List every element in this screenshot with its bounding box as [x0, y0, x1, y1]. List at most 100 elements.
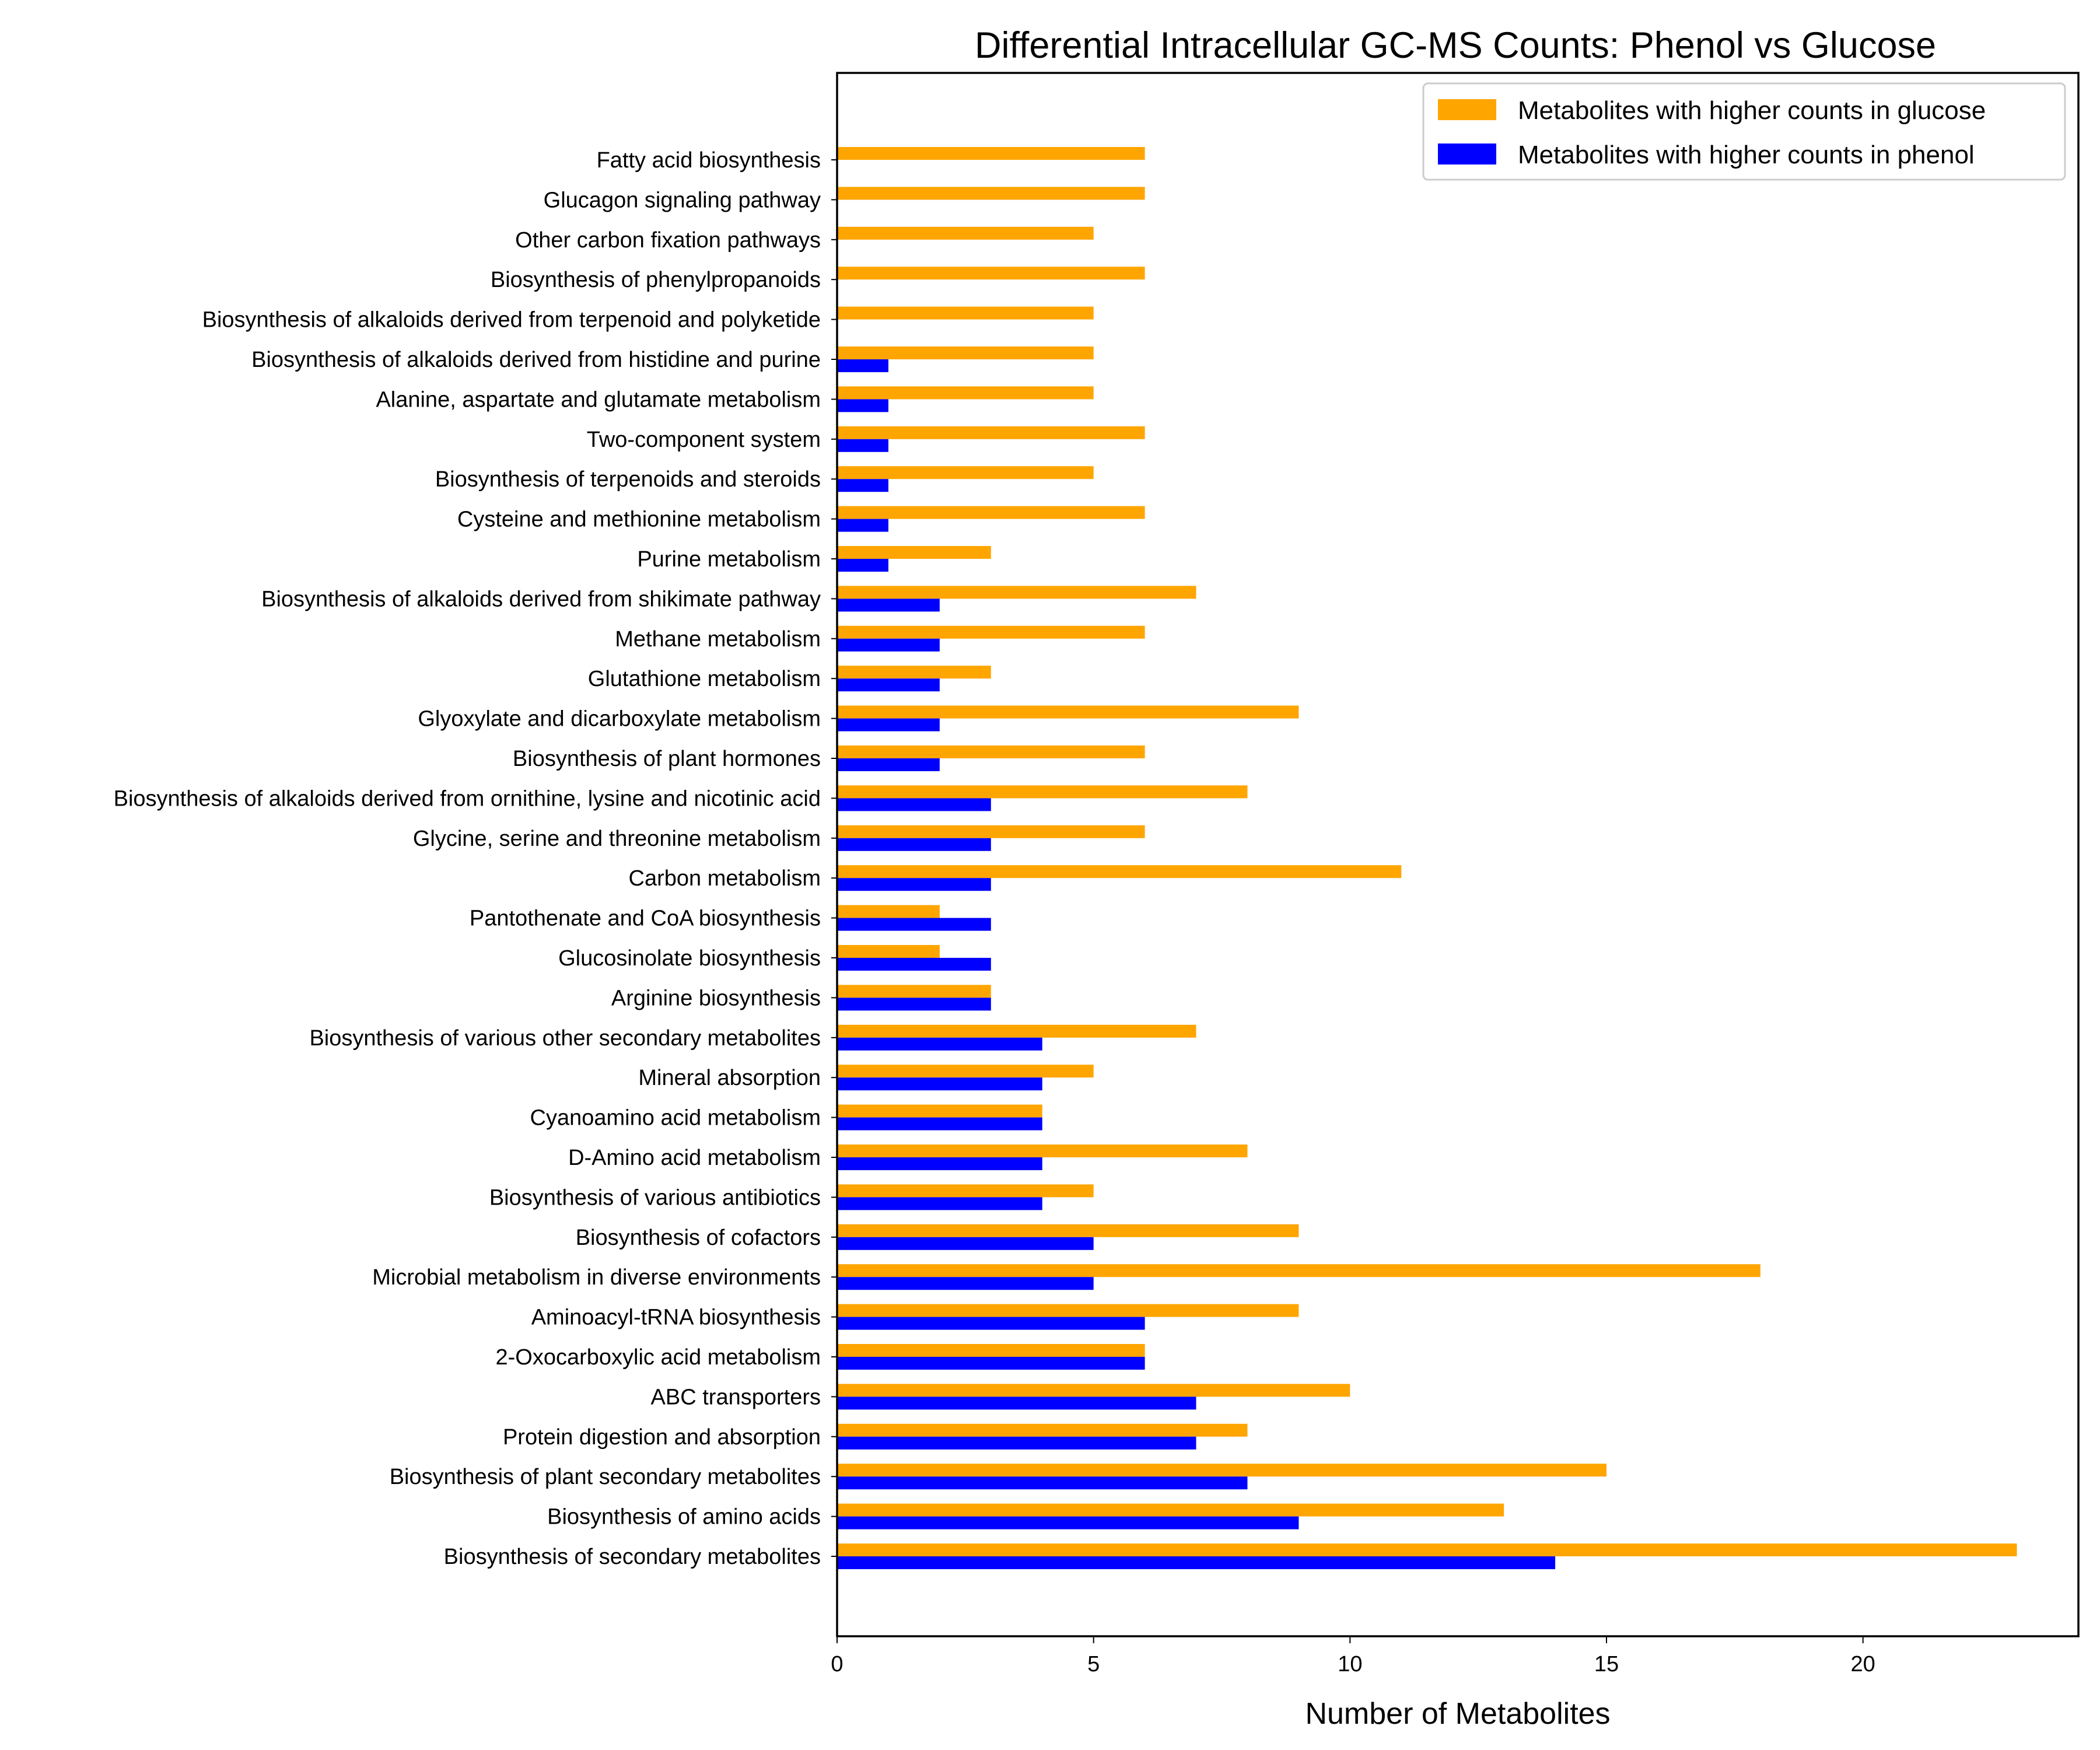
bar-glucose-7	[837, 426, 1145, 439]
bar-glucose-21	[837, 985, 991, 998]
bar-glucose-25	[837, 1144, 1248, 1157]
y-tick-label: Biosynthesis of alkaloids derived from t…	[202, 308, 821, 332]
bar-phenol-18	[837, 878, 991, 891]
bar-glucose-4	[837, 306, 1094, 320]
bar-phenol-34	[837, 1516, 1299, 1530]
bar-phenol-16	[837, 798, 991, 811]
bar-glucose-10	[837, 546, 991, 559]
y-tick-label: Aminoacyl-tRNA biosynthesis	[531, 1306, 821, 1330]
bar-glucose-23	[837, 1065, 1094, 1078]
x-axis-ticks: 0 5 10 15 20	[831, 1636, 1875, 1676]
bar-phenol-23	[837, 1077, 1042, 1091]
bar-glucose-18	[837, 865, 1402, 878]
bar-phenol-22	[837, 1037, 1042, 1051]
x-tick-label: 10	[1338, 1652, 1362, 1676]
y-tick-label: Cyanoamino acid metabolism	[530, 1106, 821, 1130]
y-tick-label: Glucagon signaling pathway	[544, 188, 821, 212]
bars-group	[837, 147, 2017, 1569]
bar-glucose-0	[837, 147, 1145, 160]
bar-glucose-8	[837, 466, 1094, 480]
y-tick-label: Other carbon fixation pathways	[515, 228, 821, 253]
bar-glucose-35	[837, 1544, 2017, 1556]
bar-phenol-5	[837, 359, 888, 372]
y-tick-label: Carbon metabolism	[629, 866, 821, 891]
bar-glucose-19	[837, 905, 940, 918]
y-tick-label: Microbial metabolism in diverse environm…	[372, 1265, 821, 1290]
y-tick-label: Biosynthesis of terpenoids and steroids	[435, 467, 821, 492]
x-tick-label: 0	[831, 1652, 843, 1676]
legend-label-phenol: Metabolites with higher counts in phenol	[1518, 141, 1975, 169]
legend: Metabolites with higher counts in glucos…	[1422, 82, 2066, 181]
bar-phenol-35	[837, 1556, 1556, 1569]
x-tick-label: 20	[1851, 1652, 1875, 1676]
x-tick-label: 15	[1594, 1652, 1619, 1676]
y-tick-label: Glycine, serine and threonine metabolism	[413, 827, 821, 851]
y-tick-label: Glyoxylate and dicarboxylate metabolism	[418, 707, 821, 732]
bar-glucose-33	[837, 1464, 1607, 1477]
y-tick-label: Biosynthesis of various other secondary …	[309, 1026, 821, 1051]
bar-phenol-14	[837, 718, 940, 732]
bar-phenol-13	[837, 678, 940, 692]
y-tick-label: Mineral absorption	[638, 1066, 821, 1090]
bar-phenol-19	[837, 918, 991, 931]
plot-frame	[836, 72, 2080, 1637]
bar-glucose-16	[837, 785, 1248, 799]
bar-glucose-2	[837, 226, 1094, 240]
bar-glucose-31	[837, 1384, 1350, 1397]
y-axis-ticks: Fatty acid biosynthesis Glucagon signalin…	[114, 148, 837, 1569]
bar-phenol-33	[837, 1476, 1248, 1490]
bar-glucose-29	[837, 1304, 1299, 1317]
bar-glucose-6	[837, 386, 1094, 400]
bar-glucose-12	[837, 625, 1145, 639]
bar-glucose-5	[837, 346, 1094, 359]
y-tick-label: Biosynthesis of phenylpropanoids	[491, 268, 821, 292]
y-tick-label: Glutathione metabolism	[588, 667, 821, 691]
y-tick-label: Two-component system	[587, 428, 821, 452]
y-tick-label: Pantothenate and CoA biosynthesis	[470, 907, 821, 931]
legend-box	[1422, 82, 2066, 181]
y-tick-label: Biosynthesis of various antibiotics	[489, 1185, 821, 1210]
bar-phenol-31	[837, 1396, 1196, 1410]
y-tick-label: Cysteine and methionine metabolism	[457, 508, 821, 532]
bar-phenol-26	[837, 1197, 1042, 1210]
bar-glucose-22	[837, 1024, 1196, 1038]
bar-phenol-11	[837, 598, 940, 612]
y-tick-label: ABC transporters	[651, 1385, 821, 1409]
bar-phenol-29	[837, 1317, 1145, 1330]
bar-phenol-25	[837, 1157, 1042, 1170]
legend-swatch-glucose	[1438, 99, 1496, 120]
bar-glucose-32	[837, 1423, 1248, 1437]
bar-glucose-24	[837, 1104, 1042, 1118]
bar-phenol-20	[837, 958, 991, 971]
bar-phenol-7	[837, 439, 888, 452]
y-tick-label: Biosynthesis of alkaloids derived from s…	[261, 587, 821, 611]
bar-phenol-21	[837, 998, 991, 1011]
bar-glucose-26	[837, 1184, 1094, 1198]
y-tick-label: D-Amino acid metabolism	[568, 1146, 821, 1170]
bar-glucose-20	[837, 945, 940, 958]
y-tick-label: Fatty acid biosynthesis	[597, 148, 821, 173]
bar-phenol-9	[837, 519, 888, 532]
bar-glucose-34	[837, 1503, 1504, 1517]
y-tick-label: Glucosinolate biosynthesis	[558, 946, 821, 971]
x-tick-label: 5	[1087, 1652, 1100, 1676]
x-axis-label: Number of Metabolites	[1305, 1697, 1610, 1731]
y-tick-label: Biosynthesis of cofactors	[576, 1226, 821, 1250]
bar-phenol-32	[837, 1436, 1196, 1450]
y-tick-label: Purine metabolism	[637, 547, 821, 572]
y-tick-label: Protein digestion and absorption	[503, 1425, 821, 1450]
y-tick-label: Methane metabolism	[615, 627, 821, 652]
bar-phenol-30	[837, 1357, 1145, 1370]
bar-phenol-6	[837, 399, 888, 412]
y-tick-label: Biosynthesis of plant secondary metaboli…	[390, 1465, 821, 1489]
bar-glucose-28	[837, 1264, 1760, 1278]
bar-glucose-3	[837, 267, 1145, 280]
bar-phenol-10	[837, 559, 888, 572]
y-tick-label: Biosynthesis of alkaloids derived from o…	[114, 786, 821, 811]
y-tick-label: Biosynthesis of secondary metabolites	[444, 1545, 821, 1569]
y-tick-label: Biosynthesis of plant hormones	[513, 747, 821, 771]
bar-glucose-13	[837, 666, 991, 679]
bar-glucose-9	[837, 506, 1145, 519]
y-tick-label: 2-Oxocarboxylic acid metabolism	[495, 1345, 821, 1370]
